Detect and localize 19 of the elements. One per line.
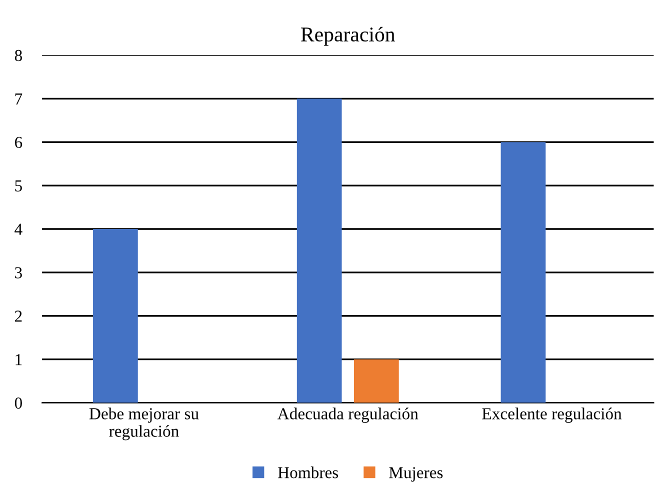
chart-title: Reparación <box>301 26 395 46</box>
y-tick-label: 3 <box>15 267 22 278</box>
bar <box>296 98 342 403</box>
y-tick-label: 7 <box>15 94 22 104</box>
y-tick-label: 0 <box>14 397 22 409</box>
y-tick-label: 1 <box>16 354 22 366</box>
y-tick-label: 5 <box>15 180 22 192</box>
legend-label: Mujeres <box>389 467 443 482</box>
y-tick-label: 6 <box>14 136 22 148</box>
x-tick-label: Adecuada regulación <box>277 408 418 423</box>
y-tick-label: 8 <box>14 50 22 62</box>
bar <box>500 142 546 403</box>
bar <box>354 359 399 403</box>
x-tick-label: Debe mejorar su regulación <box>89 408 199 440</box>
y-tick-label: 2 <box>15 310 22 322</box>
bar <box>93 229 138 403</box>
legend-label: Hombres <box>278 466 338 478</box>
y-tick-label: 4 <box>14 224 22 235</box>
x-tick-label: Excelente regulación <box>482 408 622 423</box>
